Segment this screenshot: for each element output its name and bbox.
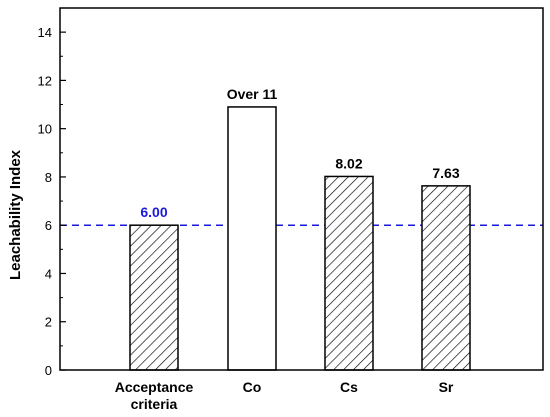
x-tick-label: criteria: [131, 396, 178, 412]
data-label: 7.63: [432, 165, 459, 181]
y-tick-label: 8: [45, 170, 52, 185]
y-tick-label: 12: [38, 73, 52, 88]
y-tick-label: 6: [45, 218, 52, 233]
data-label: Over 11: [227, 86, 278, 102]
y-tick-label: 10: [38, 122, 52, 137]
data-label: 6.00: [140, 204, 167, 220]
bar-co: [227, 106, 277, 371]
y-tick-label: 2: [45, 315, 52, 330]
plot-frame: [59, 7, 544, 371]
y-tick-label: 14: [38, 25, 52, 40]
x-tick-label: Acceptance: [115, 379, 194, 395]
x-tick-label: Sr: [439, 379, 454, 395]
bar-cs: [324, 175, 374, 371]
x-tick-label: Co: [243, 379, 262, 395]
data-label: 8.02: [335, 155, 362, 171]
bar-acceptance-criteria: [129, 224, 179, 371]
y-tick-label: 4: [45, 266, 52, 281]
y-tick-label: 0: [45, 363, 52, 378]
y-axis-title: Leachability Index: [7, 149, 24, 280]
bar-sr: [421, 185, 471, 371]
x-tick-label: Cs: [340, 379, 358, 395]
